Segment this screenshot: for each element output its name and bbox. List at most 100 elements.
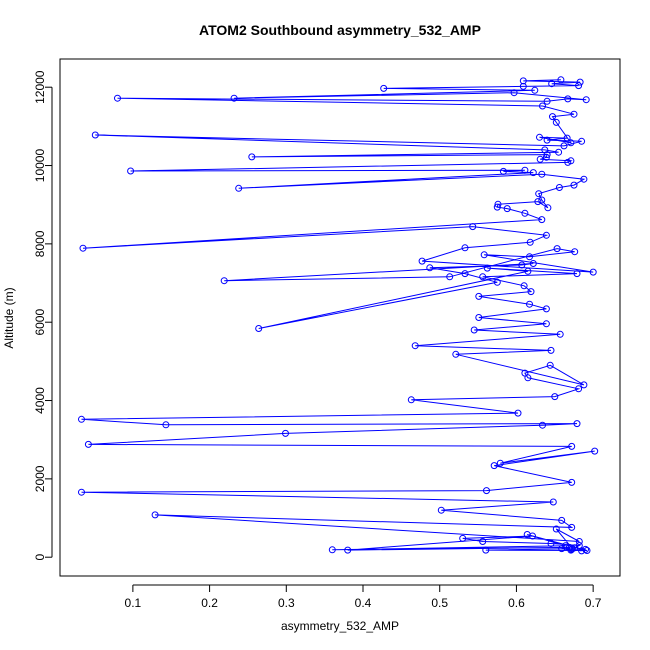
data-point [536,155,544,163]
data-point [556,330,564,338]
data-point [521,166,529,174]
data-point [235,184,243,192]
data-point [568,523,576,531]
data-point [573,420,581,428]
data-point [479,273,487,281]
data-point [230,94,238,102]
y-tick-label: 4000 [33,387,47,414]
data-point [514,409,522,417]
data-point [282,429,289,437]
data-point [114,94,121,102]
data-point [541,146,549,154]
data-point [79,244,87,252]
data-point [469,223,477,231]
data-point [483,264,491,272]
data-point [549,113,556,121]
data-point [560,142,568,150]
x-axis: 0.1 0.2 0.3 0.4 0.5 0.6 0.7 [125,584,602,610]
data-point [475,292,483,300]
data-point [562,542,569,550]
data-point [521,209,529,217]
data-point [591,447,599,455]
data-point [589,268,597,276]
x-tick-label: 0.1 [125,596,142,610]
data-point [407,396,415,404]
x-tick-label: 0.2 [201,596,218,610]
data-point [479,538,487,545]
y-tick-label: 12000 [33,70,47,104]
data-point [526,253,533,261]
data-point [543,97,551,105]
plot-frame [59,58,621,577]
x-tick-label: 0.7 [585,596,602,610]
data-point [538,170,546,178]
data-point [526,238,534,246]
x-axis-label: asymmetry_532_AMP [281,619,399,633]
x-tick-label: 0.5 [431,596,448,610]
data-point [482,546,490,554]
data-point [570,181,578,189]
y-tick-label: 2000 [33,465,47,492]
data-point [543,136,551,144]
data-point [567,157,575,165]
data-point [78,488,85,496]
data-point [475,314,483,321]
data-point [380,84,388,92]
data-point [446,273,454,281]
data-point [526,300,533,308]
data-point [576,78,584,86]
data-point [529,260,537,267]
data-point [527,288,535,296]
x-tick-label: 0.4 [355,596,372,610]
data-point [162,421,170,429]
data-point [580,175,588,183]
data-point [529,169,537,177]
data-point [78,415,85,423]
data-point [575,385,583,393]
data-point [538,196,546,204]
data-point [542,305,550,313]
data-point [583,547,591,554]
data-point [523,531,531,538]
x-tick-label: 0.3 [278,596,295,610]
data-point [568,442,576,450]
data-point [553,245,561,253]
data-point [542,231,550,239]
data-point [544,204,552,212]
data-point [551,393,559,401]
data-point [519,77,527,85]
data-point [91,131,99,139]
data-point [534,198,542,206]
series-layer [78,76,599,555]
data-point [151,511,159,519]
data-point [344,546,352,554]
data-point [539,102,546,110]
data-point [546,361,554,369]
data-point [255,325,263,332]
data-point [552,525,560,533]
data-point [531,86,539,94]
data-point [564,95,572,103]
data-point [555,184,563,191]
data-point [555,148,563,156]
y-axis: 0 2000 4000 6000 8000 10000 12000 [33,70,53,561]
data-point [573,270,581,278]
data-point [493,203,501,211]
data-point [568,545,576,553]
data-point [521,369,529,377]
x-tick-label: 0.6 [508,596,525,610]
chart-title: ATOM2 Southbound asymmetry_532_AMP [199,22,481,38]
y-tick-label: 0 [33,554,47,561]
data-point [549,498,557,506]
data-point [493,278,501,286]
data-point [328,546,336,554]
data-point [496,459,504,467]
data-point [461,244,469,252]
data-point [571,248,579,256]
data-point [411,342,419,350]
data-point [547,540,555,547]
data-point [483,487,490,495]
data-point [499,167,507,175]
data-point [503,205,511,213]
